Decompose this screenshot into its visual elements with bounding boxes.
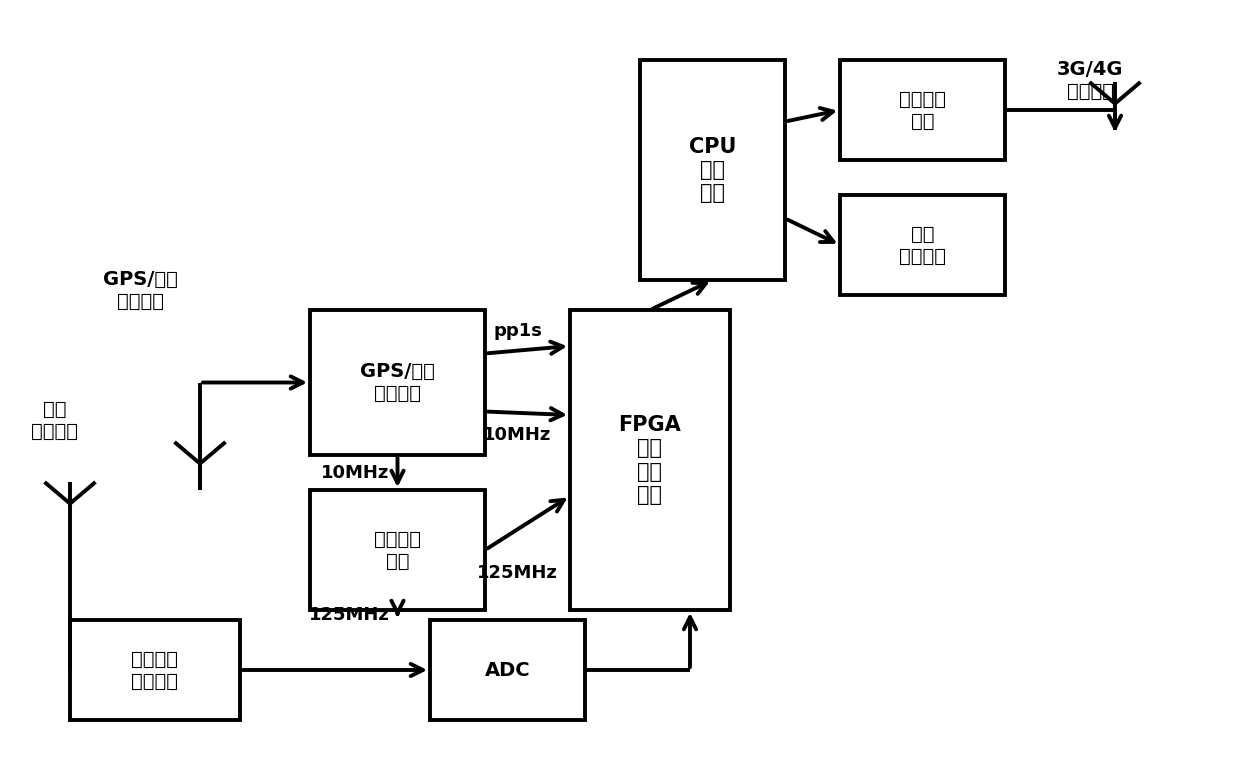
Text: 站间
有线网络: 站间 有线网络 [899,225,946,266]
Text: ADC: ADC [485,661,531,679]
Text: 板内时钟
模块: 板内时钟 模块 [374,529,422,571]
Text: CPU
控制
单元: CPU 控制 单元 [688,137,737,203]
Bar [69,620,241,720]
Bar [839,60,1004,160]
Text: 短波
接收天线: 短波 接收天线 [31,400,78,441]
Text: pp1s: pp1s [494,322,542,339]
Text: FPGA
数据
处理
模块: FPGA 数据 处理 模块 [619,415,681,505]
Text: 无线路由
模块: 无线路由 模块 [899,89,946,131]
Text: GPS/北斗
时钟模块: GPS/北斗 时钟模块 [360,362,435,403]
Bar [570,310,730,610]
Bar [839,195,1004,295]
Text: 125MHz: 125MHz [477,564,558,582]
Text: 125MHz: 125MHz [309,606,389,624]
Bar [640,60,785,280]
Bar [430,620,585,720]
Text: 3G/4G
接收天线: 3G/4G 接收天线 [1056,60,1123,101]
Bar [310,490,485,610]
Bar [310,310,485,455]
Text: 射频前端
直接采样: 射频前端 直接采样 [131,649,179,691]
Text: 10MHz: 10MHz [321,464,389,481]
Text: GPS/北斗
接收天线: GPS/北斗 接收天线 [103,270,177,310]
Text: 10MHz: 10MHz [484,426,552,443]
